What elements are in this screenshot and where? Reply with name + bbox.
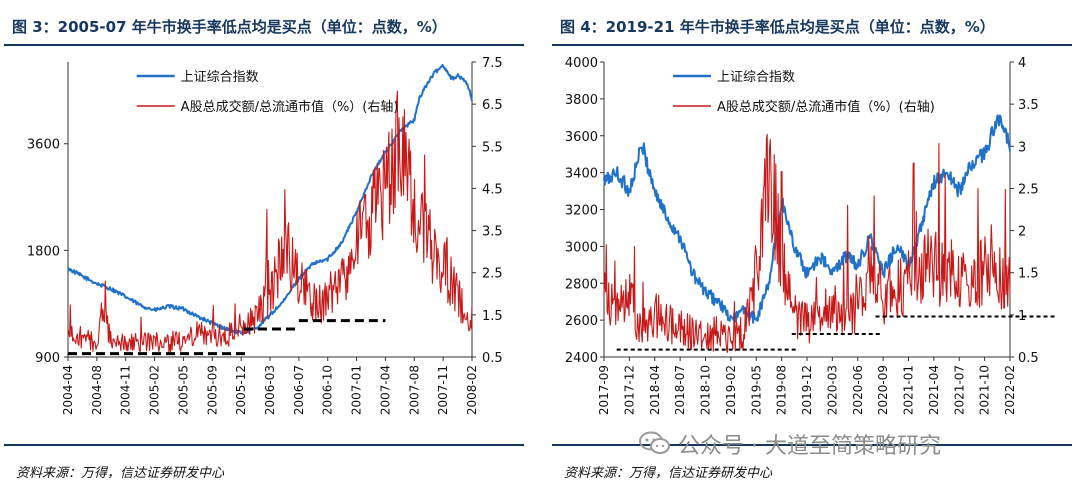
left-tick-label: 2400	[565, 351, 598, 366]
left-tick-label: 2600	[565, 314, 598, 329]
right-tick-label: 0.5	[1018, 351, 1039, 366]
left-tick-label: 900	[35, 351, 60, 366]
right-tick-label: 0.5	[482, 351, 503, 366]
legend-index-label: 上证综合指数	[181, 70, 259, 85]
x-tick-label: 2019-12	[800, 365, 814, 415]
figure-3-bottom-rule	[4, 444, 524, 446]
right-tick-label: 1	[1018, 309, 1026, 324]
right-tick-label: 7.5	[482, 56, 503, 71]
watermark-text: 公众号 · 大道至简策略研究	[678, 434, 941, 459]
legend-index-label: 上证综合指数	[717, 70, 795, 85]
x-tick-label: 2019-02	[724, 365, 738, 415]
left-tick-label: 3400	[565, 167, 598, 182]
left-tick-label: 3000	[565, 240, 598, 255]
left-tick-label: 3600	[565, 130, 598, 145]
turnover-series-line	[603, 133, 1011, 353]
x-tick-label: 2019-05	[749, 365, 763, 415]
left-tick-label: 3800	[565, 93, 598, 108]
x-tick-label: 2018-10	[699, 365, 713, 415]
figure-3-source: 资料来源：万得，信达证券研发中心	[16, 466, 225, 481]
x-tick-label: 2021-04	[927, 365, 941, 415]
left-tick-label: 3200	[565, 204, 598, 219]
left-tick-label: 3600	[27, 138, 60, 153]
wechat-icon	[639, 431, 670, 454]
x-tick-label: 2005-05	[176, 365, 190, 415]
left-tick-label: 2800	[565, 277, 598, 292]
x-tick-label: 2004-08	[90, 365, 104, 415]
x-tick-label: 2018-04	[648, 365, 662, 415]
x-tick-label: 2006-10	[321, 365, 335, 415]
figure-4-title: 图 4：2019-21 年牛市换手率低点均是买点（单位：点数，%）	[560, 18, 995, 36]
x-tick-label: 2021-01	[902, 365, 916, 415]
x-tick-label: 2006-07	[292, 365, 306, 415]
x-tick-label: 2005-09	[205, 365, 219, 415]
figure-4-top-rule	[552, 44, 1072, 46]
x-tick-label: 2005-12	[234, 365, 248, 415]
right-tick-label: 4.5	[482, 182, 503, 197]
x-tick-label: 2022-02	[1003, 365, 1017, 415]
figure-4-chart: 2400 2600 2800 3000 3200 3400 3600 3800 4000 0.5 1…	[565, 56, 1056, 415]
figure-4-source: 资料来源：万得，信达证券研发中心	[564, 466, 773, 481]
turnover-series-line	[67, 90, 473, 354]
x-tick-label: 2018-07	[673, 365, 687, 415]
x-tick-label: 2008-02	[465, 365, 479, 415]
x-tick-label: 2004-04	[61, 365, 75, 415]
left-tick-label: 1800	[27, 244, 60, 259]
figure-3-panel: 图 3：2005-07 年牛市换手率低点均是买点（单位：点数，%） 900 180…	[0, 0, 532, 491]
x-tick-label: 2017-12	[622, 365, 636, 415]
x-tick-label: 2019-08	[775, 365, 789, 415]
figure-3-top-rule	[4, 44, 524, 46]
x-tick-label: 2020-09	[876, 365, 890, 415]
x-tick-label: 2020-03	[825, 365, 839, 415]
figure-3-chart: 900 1800 3600 0.5 1.5 2.5 3.5 4.5 5.5 6.5 7.5 2004-…	[27, 56, 503, 415]
right-tick-label: 4	[1018, 56, 1026, 71]
legend-turnover-label: A股总成交额/总流通市值（%）(右轴)	[717, 99, 935, 115]
figure-3-title: 图 3：2005-07 年牛市换手率低点均是买点（单位：点数，%）	[12, 18, 447, 36]
x-tick-label: 2007-08	[407, 365, 421, 415]
x-tick-label: 2007-01	[350, 365, 364, 415]
index-series-line	[603, 114, 1011, 324]
right-tick-label: 3	[1018, 140, 1026, 155]
left-tick-label: 4000	[565, 56, 598, 71]
right-tick-label: 3.5	[482, 225, 503, 240]
x-tick-label: 2020-06	[851, 365, 865, 415]
x-tick-label: 2006-03	[263, 365, 277, 415]
x-tick-label: 2007-11	[436, 365, 450, 415]
x-tick-label: 2007-04	[378, 365, 392, 415]
right-tick-label: 2.5	[1018, 182, 1039, 197]
legend-turnover-label: A股总成交额/总流通市值（%）(右轴)	[181, 99, 399, 115]
right-tick-label: 2.5	[482, 267, 503, 282]
right-tick-label: 2	[1018, 225, 1026, 240]
right-tick-label: 3.5	[1018, 98, 1039, 113]
x-tick-label: 2021-07	[952, 365, 966, 415]
figure-4-bottom-rule	[552, 444, 1072, 446]
figure-4-panel: 图 4：2019-21 年牛市换手率低点均是买点（单位：点数，%） 2400 26…	[548, 0, 1080, 491]
x-tick-label: 2017-09	[597, 365, 611, 415]
x-tick-label: 2005-02	[148, 365, 162, 415]
right-tick-label: 5.5	[482, 140, 503, 155]
x-tick-label: 2021-10	[978, 365, 992, 415]
right-tick-label: 1.5	[482, 309, 503, 324]
right-tick-label: 1.5	[1018, 267, 1039, 282]
x-tick-label: 2004-11	[119, 365, 133, 415]
right-tick-label: 6.5	[482, 98, 503, 113]
